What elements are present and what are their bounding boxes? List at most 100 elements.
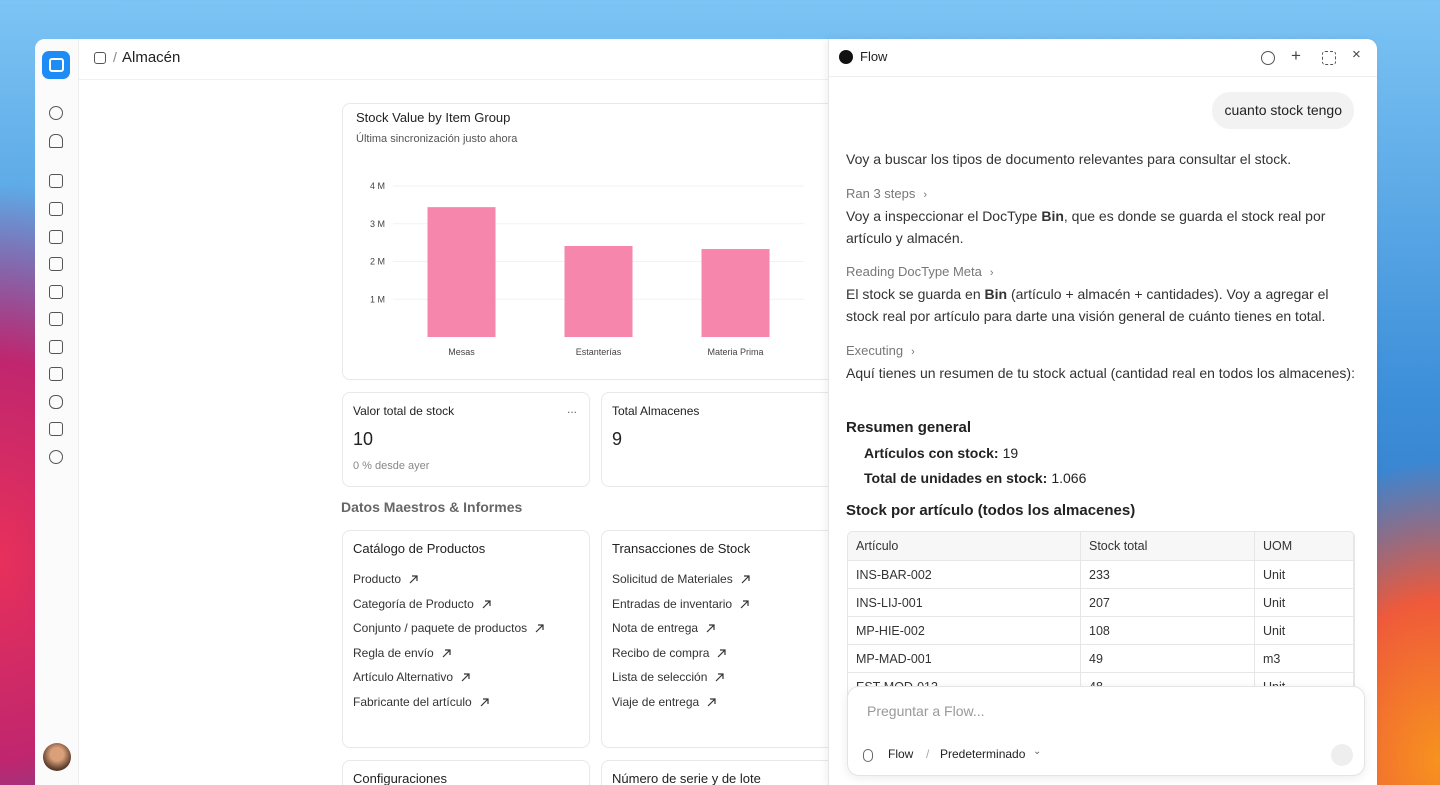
stat-value: 9 xyxy=(612,429,623,449)
chevron: › xyxy=(923,189,928,201)
header-divider xyxy=(79,79,879,80)
assistant-message: Voy a inspeccionar el DocType Bin, que e… xyxy=(846,205,1358,249)
step-indicator[interactable]: Reading DocType Meta › xyxy=(846,261,1358,284)
table-cell: Unit xyxy=(1254,616,1354,645)
table-cell: MP-MAD-001 xyxy=(848,644,1081,673)
summary-item: Artículos con stock: 19 xyxy=(864,445,1018,461)
link-card: Número de serie y de lote xyxy=(601,760,849,785)
chevron: › xyxy=(911,346,915,358)
table-row: MP-HIE-002 108 Unit xyxy=(848,616,1354,645)
arrow-path xyxy=(482,599,491,608)
link[interactable]: Artículo Alternativo xyxy=(353,670,454,684)
text-span: Aquí tienes un resumen de tu stock actua… xyxy=(846,365,1355,381)
column-header: Stock total xyxy=(1080,532,1255,561)
y-tick-label: 1 M xyxy=(370,294,385,304)
text-span: El stock se guarda en xyxy=(846,286,985,302)
mode-chevron: ⌄ xyxy=(1033,746,1042,757)
link[interactable]: Producto xyxy=(353,572,402,586)
link-arrow xyxy=(740,599,749,608)
link-arrow xyxy=(717,648,726,657)
x-tick-label: Estanterías xyxy=(576,347,622,357)
pos-icon[interactable] xyxy=(49,340,63,354)
assistant-message: Voy a buscar los tipos de documento rele… xyxy=(846,148,1358,170)
table-cell: Unit xyxy=(1254,560,1354,589)
link[interactable]: Lista de selección xyxy=(612,670,708,684)
send-button[interactable] xyxy=(1331,744,1353,766)
arrow-path xyxy=(480,697,489,706)
delivery-icon[interactable] xyxy=(49,285,63,299)
stock-icon[interactable] xyxy=(49,230,63,244)
link-arrow xyxy=(706,624,715,633)
table-icon[interactable] xyxy=(49,422,63,436)
table-cell: m3 xyxy=(1254,644,1354,673)
summary-label: Artículos con stock: xyxy=(864,445,999,461)
tools-icon[interactable] xyxy=(49,367,63,381)
database-icon[interactable] xyxy=(49,395,63,409)
link-card: Transacciones de Stock Solicitud de Mater… xyxy=(601,530,849,748)
documents-icon[interactable] xyxy=(49,257,63,271)
reports-icon[interactable] xyxy=(49,202,63,216)
bar xyxy=(427,207,496,337)
stat-value: 10 xyxy=(353,429,374,449)
search-icon[interactable] xyxy=(49,106,63,120)
flow-panel: Flow + × cuanto stock tengo Resumen gene… xyxy=(828,39,1377,785)
text-span: Voy a buscar los tipos de documento rele… xyxy=(846,151,1292,167)
link[interactable]: Solicitud de Materiales xyxy=(612,572,733,586)
link[interactable]: Fabricante del artículo xyxy=(353,694,472,709)
attach-button[interactable] xyxy=(863,749,873,762)
table-cell: 207 xyxy=(1080,588,1255,617)
link-card-title: Configuraciones xyxy=(353,771,447,785)
step-indicator[interactable]: Executing › xyxy=(846,340,1358,363)
settings-icon[interactable] xyxy=(49,450,63,464)
new-chat-button[interactable]: + xyxy=(1291,46,1301,65)
link[interactable]: Conjunto / paquete de productos xyxy=(353,621,528,635)
history-button[interactable] xyxy=(1261,51,1275,65)
agent-selector[interactable]: Flow xyxy=(888,747,914,761)
link[interactable]: Categoría de Producto xyxy=(353,596,474,611)
bar xyxy=(564,246,633,337)
arrow-path xyxy=(741,575,750,584)
home-breadcrumb-icon[interactable] xyxy=(94,52,106,64)
link-card-title: Número de serie y de lote xyxy=(612,771,761,785)
expand-button[interactable] xyxy=(1322,51,1336,65)
arrow-path xyxy=(717,648,726,657)
table-title: Stock por artículo (todos los almacenes) xyxy=(846,502,1136,519)
notification-icon[interactable] xyxy=(49,134,63,148)
table-row: INS-BAR-002 233 Unit xyxy=(848,560,1354,589)
home-icon[interactable] xyxy=(49,174,63,188)
mode-selector[interactable]: Predeterminado xyxy=(940,747,1026,761)
bold-text: Bin xyxy=(1041,208,1064,224)
link-arrow xyxy=(461,673,470,682)
link-arrow xyxy=(535,624,544,633)
link[interactable]: Entradas de inventario xyxy=(612,596,733,611)
bar xyxy=(701,249,770,337)
x-tick-label: Mesas xyxy=(448,347,475,357)
returns-icon[interactable] xyxy=(49,312,63,326)
link[interactable]: Recibo de compra xyxy=(612,645,710,660)
summary-label: Total de unidades en stock: xyxy=(864,470,1048,486)
input-placeholder: Preguntar a Flow... xyxy=(867,703,985,719)
link[interactable]: Viaje de entrega xyxy=(612,694,700,709)
summary-title: Resumen general xyxy=(846,419,972,436)
x-tick-label: Materia Prima xyxy=(707,347,763,357)
table-cell: INS-BAR-002 xyxy=(848,560,1081,589)
link-arrow xyxy=(442,648,451,657)
text-span: Executing xyxy=(846,343,904,358)
arrow-path xyxy=(535,624,544,633)
summary-value: 1.066 xyxy=(1051,470,1087,486)
user-avatar[interactable] xyxy=(43,743,71,771)
table-row: MP-MAD-001 49 m3 xyxy=(848,644,1354,673)
text-span: Voy a inspeccionar el DocType xyxy=(846,208,1042,224)
link[interactable]: Nota de entrega xyxy=(612,621,699,635)
text-span: Ran 3 steps xyxy=(846,186,916,201)
arrow-path xyxy=(707,697,716,706)
stat-menu[interactable]: ... xyxy=(567,402,578,416)
user-message: cuanto stock tengo xyxy=(1212,92,1354,129)
app-logo[interactable] xyxy=(42,51,70,79)
sidebar xyxy=(35,39,79,785)
close-button[interactable]: × xyxy=(1352,46,1361,63)
step-indicator[interactable]: Ran 3 steps › xyxy=(846,183,1358,206)
link[interactable]: Regla de envío xyxy=(353,645,434,660)
chat-input[interactable]: Preguntar a Flow... Flow / Predeterminad… xyxy=(847,686,1365,776)
